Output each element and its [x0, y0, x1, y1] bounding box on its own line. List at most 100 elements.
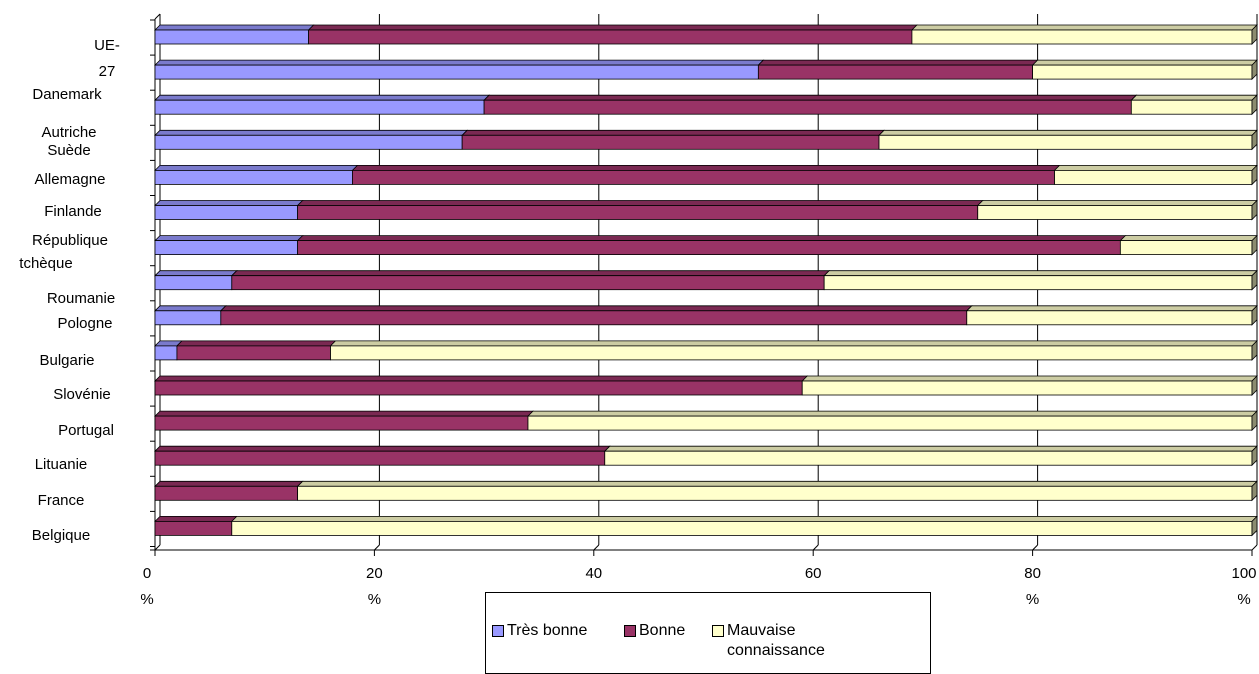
x-tick-label-0: 0 — [142, 565, 152, 582]
bar-danemark-s1 — [757, 64, 1033, 80]
bar-r-publique-tch-que-s1 — [297, 240, 1121, 256]
bar-r-publique-tch-que-s2 — [1119, 240, 1253, 256]
bar-autriche-s1 — [483, 99, 1132, 115]
bar-bulgarie-s0 — [154, 345, 178, 361]
gridline-depth-20 — [374, 544, 380, 551]
bar-roumanie-s2 — [823, 275, 1253, 291]
y-axis-depth-top — [154, 13, 161, 20]
x-tick-label-40: 40 — [585, 565, 603, 582]
legend-label-bonne: Bonne — [639, 622, 686, 639]
category-label: Finlande — [44, 203, 102, 220]
bar-top-danemark-s1 — [757, 59, 1039, 66]
bar-end-face — [1251, 59, 1258, 81]
bar-slov-nie-s1 — [154, 380, 803, 396]
bar-lituanie-s1 — [154, 450, 606, 466]
gridline-depth-0 — [154, 544, 161, 551]
bar-top-belgique-s2 — [230, 516, 1258, 522]
bar-top-autriche-s1 — [483, 94, 1138, 101]
bar-top-r-publique-tch-que-s1 — [296, 235, 1127, 242]
bar-top-finlande-s2 — [976, 200, 1258, 206]
bar-top-r-publique-tch-que-s0 — [154, 235, 304, 242]
bar-end-face — [1251, 515, 1258, 537]
bar-ue-27-s0 — [154, 29, 309, 45]
bar-top-su-de-s2 — [878, 129, 1258, 136]
bar-su-de-s0 — [154, 134, 463, 150]
bar-finlande-s1 — [297, 205, 979, 220]
gridline-depth-40 — [593, 544, 600, 551]
bar-top-france-s2 — [296, 480, 1258, 487]
bar-finlande-s2 — [977, 205, 1253, 220]
bar-top-lituanie-s2 — [603, 445, 1258, 452]
bar-pologne-s0 — [154, 310, 222, 326]
bar-top-pologne-s0 — [154, 305, 227, 312]
legend-swatch-mauvaise — [712, 625, 724, 637]
category-label: Belgique — [31, 527, 91, 544]
category-label: France — [37, 492, 85, 509]
bar-top-bulgarie-s1 — [175, 340, 337, 347]
bar-bulgarie-s2 — [330, 345, 1253, 361]
category-label: Bulgarie — [39, 352, 95, 369]
bar-top-danemark-s2 — [1031, 59, 1258, 66]
bar-su-de-s1 — [461, 134, 880, 150]
bar-top-pologne-s2 — [965, 305, 1258, 312]
category-label: Pologne — [57, 315, 113, 332]
bar-danemark-s2 — [1032, 64, 1253, 80]
bar-end-face — [1251, 129, 1258, 151]
bar-allemagne-s0 — [154, 169, 353, 185]
bar-top-autriche-s2 — [1130, 94, 1258, 101]
bar-top-ue-27-s1 — [307, 24, 918, 31]
bar-top-autriche-s0 — [154, 94, 491, 101]
bar-end-face — [1251, 339, 1258, 361]
bar-end-face — [1251, 199, 1258, 221]
category-label: Slovénie — [53, 386, 111, 403]
bar-top-bulgarie-s2 — [329, 340, 1258, 347]
legend-item-tres-bonne: Très bonne — [492, 621, 587, 641]
bar-top-finlande-s1 — [296, 200, 984, 206]
legend-swatch-bonne — [624, 625, 636, 637]
bar-allemagne-s1 — [352, 169, 1055, 185]
bar-end-face — [1251, 480, 1258, 502]
bar-top-lituanie-s1 — [154, 445, 611, 452]
bar-bulgarie-s1 — [176, 345, 331, 361]
bar-pologne-s2 — [966, 310, 1253, 326]
bar-top-ue-27-s2 — [910, 24, 1258, 31]
bar-end-face — [1251, 24, 1258, 45]
bar-end-face — [1251, 164, 1258, 186]
bar-top-su-de-s1 — [461, 129, 885, 136]
bar-danemark-s0 — [154, 64, 759, 80]
bar-su-de-s2 — [878, 134, 1253, 150]
category-label: 27 — [98, 63, 116, 80]
bar-portugal-s1 — [154, 415, 529, 431]
bar-end-face — [1251, 375, 1258, 396]
bar-top-portugal-s2 — [527, 410, 1258, 417]
bar-top-roumanie-s1 — [230, 270, 831, 277]
bar-top-finlande-s0 — [154, 200, 304, 206]
legend-swatch-tres-bonne — [492, 625, 504, 637]
gridline-depth-80 — [1032, 544, 1038, 551]
bar-top-allemagne-s0 — [154, 164, 359, 171]
gridline-depth-60 — [812, 544, 819, 551]
bar-top-belgique-s1 — [154, 516, 238, 522]
bar-top-allemagne-s2 — [1053, 164, 1258, 171]
category-label: Lituanie — [34, 456, 88, 473]
category-label: Roumanie — [46, 290, 116, 307]
category-label: République — [32, 232, 108, 249]
x-tick-suffix-0: % — [140, 591, 154, 608]
bar-france-s2 — [297, 485, 1253, 501]
bar-autriche-s0 — [154, 99, 485, 115]
x-tick-suffix-20: % — [367, 591, 382, 608]
bar-top-allemagne-s1 — [351, 164, 1061, 171]
bar-end-face — [1251, 304, 1258, 326]
x-tick-label-20: 20 — [366, 565, 383, 582]
bar-portugal-s2 — [527, 415, 1253, 431]
category-label: Danemark — [32, 86, 102, 103]
bar-end-face — [1251, 269, 1258, 291]
legend-item-mauvaise: Mauvaise connaissance — [712, 621, 825, 661]
bar-end-face — [1251, 94, 1258, 116]
category-label: Autriche — [41, 124, 97, 141]
category-label: Portugal — [58, 422, 114, 439]
bar-top-slov-nie-s1 — [154, 375, 809, 382]
bar-france-s1 — [154, 485, 299, 501]
category-label: UE- — [94, 37, 120, 54]
